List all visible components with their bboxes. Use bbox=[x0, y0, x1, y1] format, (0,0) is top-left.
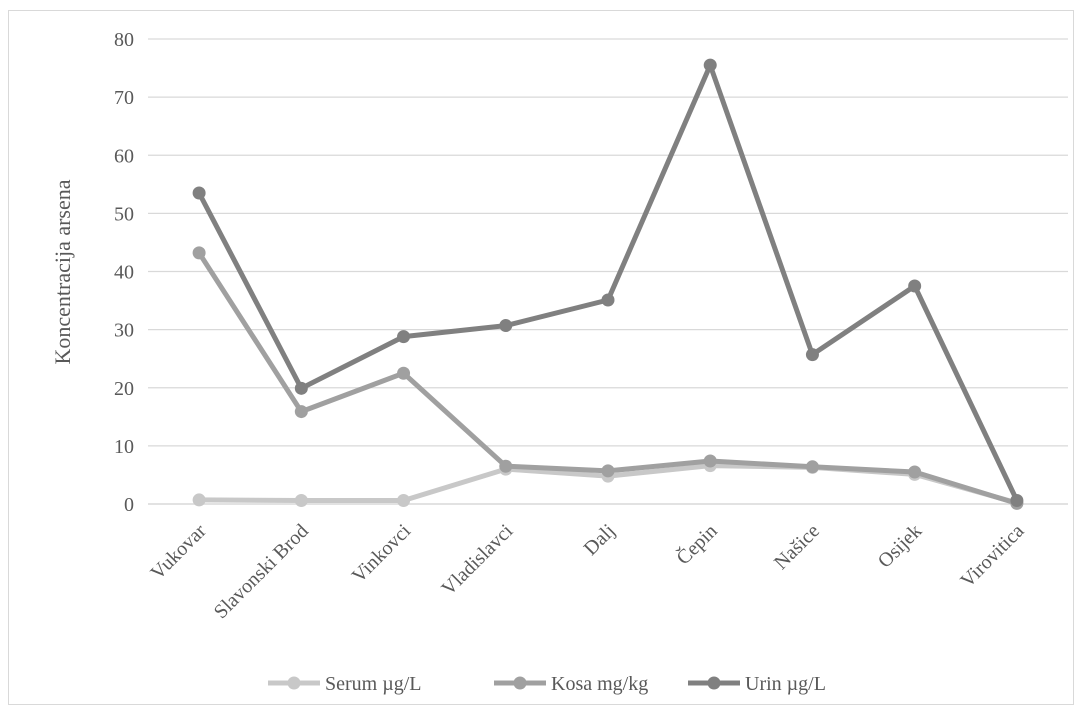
legend-label: Kosa mg/kg bbox=[551, 673, 648, 695]
data-point bbox=[601, 293, 615, 307]
series-1 bbox=[192, 246, 1024, 510]
data-point bbox=[499, 319, 513, 333]
data-point bbox=[908, 465, 922, 479]
data-point bbox=[908, 279, 922, 293]
y-tick-label: 40 bbox=[114, 262, 134, 284]
x-tick-label: Vladislavci bbox=[437, 520, 517, 600]
data-point bbox=[192, 246, 206, 260]
data-point bbox=[1010, 494, 1024, 508]
y-tick-label: 50 bbox=[114, 203, 134, 225]
y-tick-label: 0 bbox=[124, 494, 134, 516]
series-group bbox=[192, 58, 1024, 510]
data-point bbox=[805, 348, 819, 362]
y-tick-label: 70 bbox=[114, 87, 134, 109]
y-tick-label: 30 bbox=[114, 320, 134, 342]
data-point bbox=[703, 454, 717, 468]
data-point bbox=[703, 58, 717, 72]
data-point bbox=[601, 464, 615, 478]
data-point bbox=[192, 493, 206, 507]
x-tick-label: Vinkovci bbox=[348, 520, 416, 588]
legend-swatch-marker bbox=[707, 676, 721, 690]
x-tick-label: Slavonski Brod bbox=[210, 520, 313, 623]
series-2 bbox=[192, 58, 1024, 508]
legend-swatch-marker bbox=[287, 676, 301, 690]
legend-item: Kosa mg/kg bbox=[494, 673, 648, 695]
y-tick-label: 10 bbox=[114, 436, 134, 458]
y-tick-label: 80 bbox=[114, 29, 134, 51]
legend: Serum µg/L Kosa mg/kg Urin µg/L bbox=[268, 673, 826, 695]
data-point bbox=[805, 460, 819, 474]
data-point bbox=[192, 186, 206, 200]
x-tick-label: Čepin bbox=[671, 519, 722, 570]
y-axis-ticks: 0 10 20 30 40 50 60 70 80 bbox=[114, 29, 134, 516]
legend-label: Urin µg/L bbox=[745, 673, 826, 695]
data-point bbox=[294, 494, 308, 508]
x-tick-label: Našice bbox=[770, 520, 824, 574]
x-tick-label: Osijek bbox=[874, 520, 926, 572]
data-point bbox=[294, 381, 308, 395]
legend-label: Serum µg/L bbox=[325, 673, 422, 695]
y-tick-label: 60 bbox=[114, 145, 134, 167]
legend-swatch-marker bbox=[513, 676, 527, 690]
x-tick-label: Vukovar bbox=[146, 520, 210, 584]
data-point bbox=[294, 405, 308, 419]
data-point bbox=[499, 459, 513, 473]
y-axis-label: Koncentracija arsena bbox=[50, 179, 75, 364]
data-point bbox=[397, 330, 411, 344]
data-point bbox=[397, 494, 411, 508]
legend-item: Urin µg/L bbox=[688, 673, 826, 695]
x-tick-label: Virovitica bbox=[956, 520, 1028, 592]
legend-item: Serum µg/L bbox=[268, 673, 422, 695]
y-tick-label: 20 bbox=[114, 378, 134, 400]
x-tick-label: Dalj bbox=[580, 520, 620, 560]
chart-frame bbox=[8, 10, 1074, 705]
series-line bbox=[196, 62, 1020, 503]
data-point bbox=[397, 366, 411, 380]
x-axis-ticks: Vukovar Slavonski Brod Vinkovci Vladislavci… bbox=[146, 519, 1028, 624]
